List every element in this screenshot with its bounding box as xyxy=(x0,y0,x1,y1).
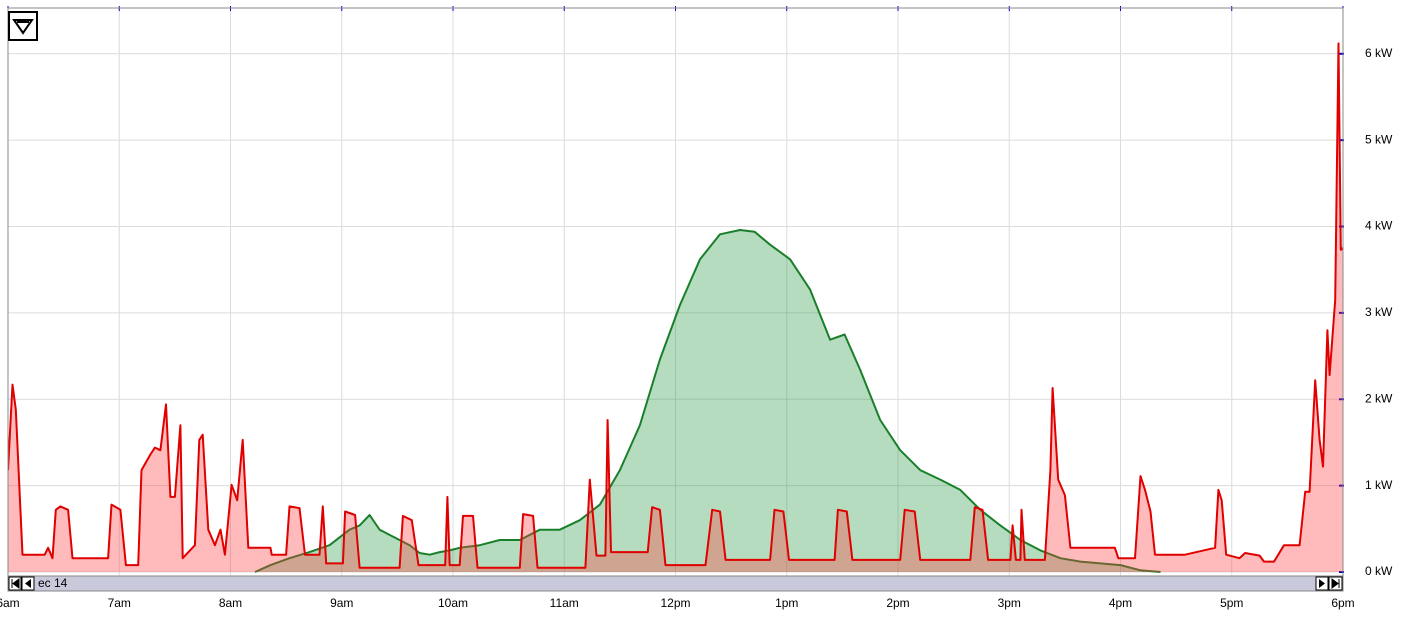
y-tick-label: 2 kW xyxy=(1365,391,1393,405)
x-tick-label: 7am xyxy=(108,596,131,610)
next-icon xyxy=(1319,579,1325,588)
axis-labels: 6am 7am 8am 9am 10am 11am 12pm 1pm 2pm 3pm 4pm 5pm 6… xyxy=(0,46,1393,610)
scrollbar[interactable] xyxy=(7,575,1344,592)
x-tick-label: 11am xyxy=(550,596,579,610)
y-tick-label: 0 kW xyxy=(1365,564,1393,578)
date-label: ec 14 xyxy=(38,576,68,590)
plot-area xyxy=(8,42,1343,573)
x-tick-label: 4pm xyxy=(1109,596,1132,610)
x-tick-label: 2pm xyxy=(886,596,909,610)
y-tick-label: 4 kW xyxy=(1365,219,1393,233)
x-tick-label: 1pm xyxy=(775,596,798,610)
line xyxy=(8,42,1343,569)
x-tick-label: 6am xyxy=(0,596,20,610)
nav-right[interactable] xyxy=(1315,576,1343,591)
x-tick-label: 5pm xyxy=(1220,596,1243,610)
x-tick-label: 8am xyxy=(219,596,242,610)
menu-box[interactable] xyxy=(8,11,38,41)
line xyxy=(254,229,1161,573)
area xyxy=(255,230,1161,572)
area xyxy=(8,43,1343,572)
y-tick-label: 5 kW xyxy=(1365,132,1393,146)
first-icon xyxy=(11,578,20,589)
x-tick-label: 12pm xyxy=(660,596,690,610)
y-tick-label: 6 kW xyxy=(1365,46,1393,60)
nav-left[interactable] xyxy=(8,576,35,591)
y-tick-label: 3 kW xyxy=(1365,305,1393,319)
menu-button[interactable] xyxy=(8,11,38,41)
x-tick-label: 6pm xyxy=(1331,596,1354,610)
last-icon xyxy=(1331,578,1340,589)
prev-icon xyxy=(25,579,31,588)
menu-icon xyxy=(12,19,34,35)
x-tick-label: 9am xyxy=(330,596,353,610)
x-tick-label: 10am xyxy=(438,596,468,610)
y-tick-label: 1 kW xyxy=(1365,478,1393,492)
x-tick-label: 3pm xyxy=(998,596,1021,610)
